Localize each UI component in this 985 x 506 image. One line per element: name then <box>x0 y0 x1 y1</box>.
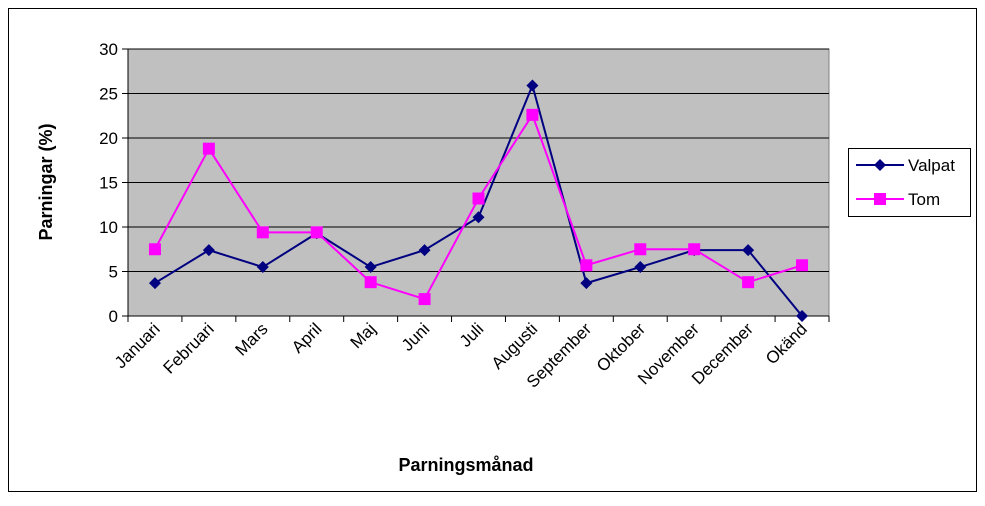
legend-marker <box>874 159 886 171</box>
legend-label: Valpat <box>908 156 955 175</box>
data-point <box>472 192 485 205</box>
y-tick-label: 10 <box>99 218 118 237</box>
legend-marker <box>874 193 886 205</box>
y-tick-label: 25 <box>99 85 118 104</box>
y-tick-label: 30 <box>99 40 118 59</box>
data-point <box>580 277 593 290</box>
data-point <box>526 108 539 121</box>
data-point <box>418 244 431 257</box>
data-point <box>634 243 647 256</box>
data-point <box>310 226 323 239</box>
data-point <box>634 261 647 274</box>
y-axis-title: Parningar (%) <box>36 123 56 240</box>
data-point <box>148 277 161 290</box>
data-point <box>526 79 539 92</box>
y-tick-label: 20 <box>99 129 118 148</box>
y-tick-label: 5 <box>109 263 118 282</box>
data-point <box>688 243 701 256</box>
legend-box <box>848 148 971 217</box>
y-tick-label: 15 <box>99 174 118 193</box>
data-point <box>418 293 431 306</box>
y-tick-label: 0 <box>109 307 118 326</box>
data-point <box>148 243 161 256</box>
data-point <box>742 276 755 289</box>
data-point <box>796 310 809 322</box>
data-point <box>364 276 377 289</box>
data-point <box>742 244 755 257</box>
data-point <box>256 261 269 274</box>
data-point <box>202 142 215 155</box>
legend-label: Tom <box>908 190 940 209</box>
x-axis-title: Parningsmånad <box>398 455 533 475</box>
data-point <box>580 259 593 272</box>
data-point <box>472 211 485 224</box>
data-point <box>796 259 809 272</box>
data-point <box>256 226 269 239</box>
data-point <box>364 261 377 274</box>
data-point <box>202 244 215 257</box>
